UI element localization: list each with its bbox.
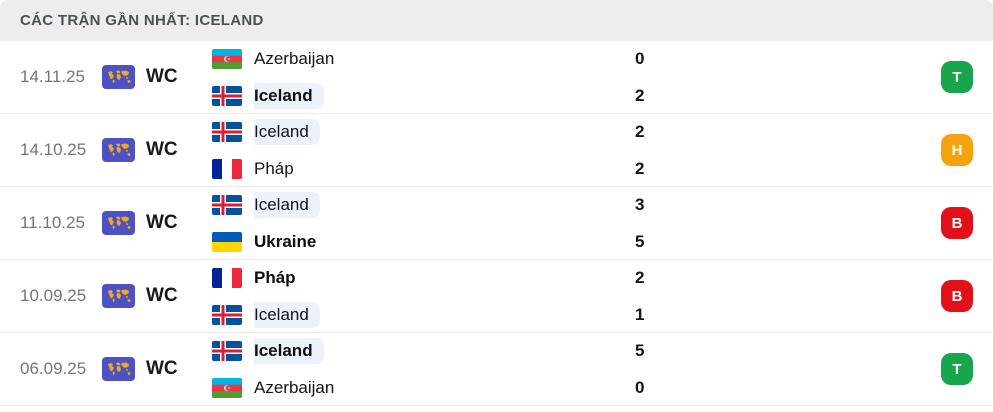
team-row-top: Azerbaijan 0	[212, 45, 941, 73]
match-date: 06.09.25	[20, 359, 87, 378]
world-cup-icon	[102, 138, 135, 162]
france-flag-icon	[212, 267, 242, 288]
france-flag-icon	[212, 158, 242, 179]
team-row-bottom: Pháp 2	[212, 155, 941, 183]
competition-cell: WC	[102, 284, 212, 308]
team-score: 2	[635, 158, 645, 178]
ukraine-flag-icon	[212, 231, 242, 252]
team-name: Iceland	[254, 337, 635, 364]
teams-cell: Pháp 2 Iceland 1	[212, 264, 941, 329]
competition-cell: WC	[102, 211, 212, 235]
result-badge-cell: B	[941, 280, 993, 312]
result-badge-cell: H	[941, 134, 993, 166]
team-score: 2	[635, 85, 645, 105]
result-badge-cell: T	[941, 61, 993, 93]
team-score: 2	[635, 121, 645, 141]
match-date: 14.10.25	[20, 140, 87, 159]
match-row[interactable]: 11.10.25 WC	[0, 187, 993, 260]
team-row-top: Iceland 5	[212, 337, 941, 365]
result-badge-cell: B	[941, 207, 993, 239]
iceland-flag-icon	[212, 85, 242, 106]
section-header: CÁC TRẬN GẦN NHẤT: ICELAND	[0, 0, 993, 41]
iceland-flag-icon	[212, 340, 242, 361]
match-list: 14.11.25 WC	[0, 41, 993, 406]
team-row-bottom: Iceland 1	[212, 301, 941, 329]
team-score: 0	[635, 377, 645, 397]
competition-label: WC	[146, 66, 178, 87]
team-row-bottom: Iceland 2	[212, 82, 941, 110]
match-row[interactable]: 10.09.25 WC	[0, 260, 993, 333]
competition-cell: WC	[102, 65, 212, 89]
team-score: 5	[635, 231, 645, 251]
team-row-bottom: Ukraine 5	[212, 228, 941, 256]
iceland-flag-icon	[212, 121, 242, 142]
world-cup-icon	[102, 357, 135, 381]
team-score: 3	[635, 194, 645, 214]
teams-cell: Iceland 2 Pháp 2	[212, 118, 941, 183]
team-row-top: Iceland 2	[212, 118, 941, 146]
match-date: 14.11.25	[20, 67, 85, 86]
match-row[interactable]: 14.11.25 WC	[0, 41, 993, 114]
team-row-bottom: Azerbaijan 0	[212, 374, 941, 402]
match-date: 10.09.25	[20, 286, 87, 305]
world-cup-icon	[102, 284, 135, 308]
team-name: Iceland	[254, 301, 635, 328]
team-name: Azerbaijan	[254, 48, 335, 68]
team-score: 1	[635, 304, 645, 324]
result-badge-cell: T	[941, 353, 993, 385]
result-badge: T	[941, 61, 973, 93]
result-badge: B	[941, 207, 973, 239]
competition-label: WC	[146, 212, 178, 233]
team-name: Ukraine	[254, 231, 317, 251]
azerbaijan-flag-icon	[212, 377, 242, 398]
team-score: 5	[635, 340, 645, 360]
result-badge: B	[941, 280, 973, 312]
section-title: CÁC TRẬN GẦN NHẤT: ICELAND	[20, 12, 264, 29]
iceland-flag-icon	[212, 304, 242, 325]
team-row-top: Iceland 3	[212, 191, 941, 219]
match-row[interactable]: 06.09.25 WC	[0, 333, 993, 406]
competition-label: WC	[146, 358, 178, 379]
team-score: 2	[635, 267, 645, 287]
match-row[interactable]: 14.10.25 WC	[0, 114, 993, 187]
world-cup-icon	[102, 65, 135, 89]
teams-cell: Iceland 3 Ukraine 5	[212, 191, 941, 256]
team-name: Pháp	[254, 158, 294, 178]
teams-cell: Iceland 5 Azerbaijan 0	[212, 337, 941, 402]
match-date: 11.10.25	[20, 213, 85, 232]
competition-label: WC	[146, 285, 178, 306]
teams-cell: Azerbaijan 0 Iceland 2	[212, 45, 941, 110]
team-name: Pháp	[254, 267, 296, 287]
team-name: Iceland	[254, 118, 635, 145]
team-score: 0	[635, 48, 645, 68]
team-row-top: Pháp 2	[212, 264, 941, 292]
team-name: Iceland	[254, 191, 635, 218]
world-cup-icon	[102, 211, 135, 235]
competition-cell: WC	[102, 357, 212, 381]
team-name: Azerbaijan	[254, 377, 335, 397]
team-name: Iceland	[254, 82, 635, 109]
competition-label: WC	[146, 139, 178, 160]
result-badge: T	[941, 353, 973, 385]
competition-cell: WC	[102, 138, 212, 162]
result-badge: H	[941, 134, 973, 166]
iceland-flag-icon	[212, 194, 242, 215]
azerbaijan-flag-icon	[212, 48, 242, 69]
